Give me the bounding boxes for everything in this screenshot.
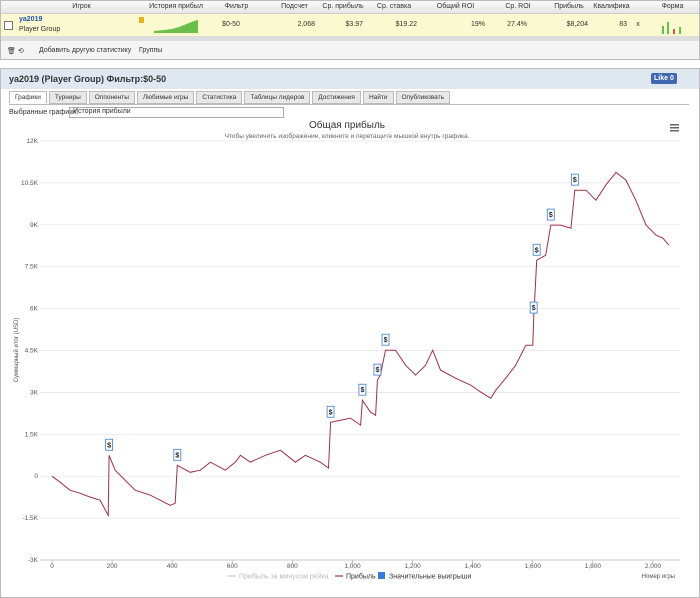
toolbar-icons[interactable]: 🗑 ⟲ xyxy=(7,47,24,55)
select[interactable]: История прибыли xyxy=(69,107,284,118)
column-header[interactable]: Квалифика xyxy=(592,3,631,10)
legend-label[interactable]: Значительные выигрыши xyxy=(389,574,471,581)
legend-label[interactable]: Прибыль за минусом рейка xyxy=(239,573,329,581)
column-header[interactable]: Ср. ставка xyxy=(367,3,421,10)
x-tick-label: 1,800 xyxy=(585,563,602,570)
column-header[interactable]: Ср. ROI xyxy=(490,3,546,10)
y-tick-label: -1.5K xyxy=(22,515,38,522)
cell[interactable]: x xyxy=(634,21,642,28)
flag-label: $ xyxy=(535,247,539,254)
cell: $8,204 xyxy=(546,21,588,28)
cell: $19.22 xyxy=(371,21,417,28)
panel-header: ya2019 (Player Group) Фильтр:$0-50 Like … xyxy=(1,69,699,89)
table-row[interactable]: ya2019 Player Group $0-50 2,068 $3.97 $1… xyxy=(1,14,699,37)
player-name[interactable]: ya2019 xyxy=(19,16,42,23)
chart: Общая прибыль Чтобы увеличить изображени… xyxy=(0,118,700,590)
checkbox[interactable] xyxy=(4,21,13,30)
cell: 83 xyxy=(601,21,627,28)
menu-icon[interactable] xyxy=(670,124,679,132)
chart-subtitle: Чтобы увеличить изображение, кликните и … xyxy=(225,132,470,140)
tab[interactable]: Опубликовать xyxy=(396,91,451,104)
select-value: История прибыли xyxy=(73,108,131,115)
scrollbar[interactable] xyxy=(1,37,699,41)
y-tick-label: 4.5K xyxy=(25,348,39,355)
select-label: Выбранные графики: xyxy=(9,109,78,116)
flag-label: $ xyxy=(107,442,111,449)
column-header[interactable]: Ср. прибыль xyxy=(320,3,366,10)
x-tick-label: 1,000 xyxy=(344,563,361,570)
y-tick-label: 10.5K xyxy=(21,180,39,187)
y-tick-label: 1.5K xyxy=(25,431,39,438)
cell: 2,068 xyxy=(271,21,315,28)
column-header[interactable]: Подсчет xyxy=(270,3,319,10)
player-group: Player Group xyxy=(19,26,60,33)
tab[interactable]: Найти xyxy=(363,91,394,104)
y-axis-title: Суммарный итог (USD) xyxy=(13,318,20,383)
y-tick-label: -3K xyxy=(28,557,39,564)
x-axis-title: Номер игры xyxy=(642,574,675,580)
form-chart xyxy=(659,20,689,34)
flag-label: $ xyxy=(175,452,179,459)
like-button[interactable]: Like 0 xyxy=(651,73,677,84)
column-header[interactable]: Прибыль xyxy=(547,3,591,10)
flag-label: $ xyxy=(375,367,379,374)
flag-label: $ xyxy=(360,387,364,394)
legend-swatch xyxy=(378,572,385,579)
y-tick-label: 9K xyxy=(30,222,39,229)
add-stat-button[interactable]: Добавить другую статистику xyxy=(39,47,131,54)
y-tick-label: 6K xyxy=(30,306,39,313)
cell: 27.4% xyxy=(491,21,527,28)
x-tick-label: 1,400 xyxy=(465,563,482,570)
x-tick-label: 0 xyxy=(50,563,54,570)
cell: 19% xyxy=(441,21,485,28)
cell: $3.97 xyxy=(321,21,363,28)
column-header[interactable]: История прибыл xyxy=(149,3,203,10)
x-tick-label: 400 xyxy=(167,563,178,570)
tab[interactable]: Статистика xyxy=(196,91,242,104)
panel-title: ya2019 (Player Group) Фильтр:$0-50 xyxy=(9,74,166,84)
x-tick-label: 600 xyxy=(227,563,238,570)
x-tick-label: 800 xyxy=(287,563,298,570)
like-count: 0 xyxy=(670,75,674,82)
x-tick-label: 200 xyxy=(107,563,118,570)
tab[interactable]: Графики xyxy=(9,91,47,104)
column-header[interactable]: Форма xyxy=(646,3,699,10)
column-header[interactable]: Игрок xyxy=(15,3,148,10)
tab[interactable]: Турниры xyxy=(49,91,87,104)
x-tick-label: 1,600 xyxy=(525,563,542,570)
y-tick-label: 3K xyxy=(30,389,39,396)
tab[interactable]: Таблицы лидеров xyxy=(244,91,310,104)
tab[interactable]: Оппоненты xyxy=(89,91,135,104)
flag-label: $ xyxy=(329,409,333,416)
tab[interactable]: Любимые игры xyxy=(137,91,194,104)
column-header[interactable]: Общий ROI xyxy=(422,3,489,10)
tab-bar: ГрафикиТурнирыОппонентыЛюбимые игрыСтати… xyxy=(9,91,689,105)
x-tick-label: 1,200 xyxy=(404,563,421,570)
column-header[interactable]: Фильтр xyxy=(204,3,269,10)
cell: $0-50 xyxy=(211,21,251,28)
flag-label: $ xyxy=(549,212,553,219)
stats-panel: ИгрокИстория прибылФильтрПодсчетСр. приб… xyxy=(0,0,700,60)
y-tick-label: 12K xyxy=(26,138,38,145)
profit-line xyxy=(52,172,669,515)
groups-button[interactable]: Группы xyxy=(139,47,162,54)
flag-label: $ xyxy=(384,337,388,344)
y-tick-label: 7.5K xyxy=(25,264,39,271)
sparkline xyxy=(154,17,199,33)
table-header: ИгрокИстория прибылФильтрПодсчетСр. приб… xyxy=(1,1,699,14)
flag-label: $ xyxy=(573,177,577,184)
flag-label: $ xyxy=(532,305,536,312)
y-tick-label: 0 xyxy=(34,473,38,480)
tab[interactable]: Достижения xyxy=(312,91,361,104)
like-text: Like xyxy=(654,75,668,82)
icon xyxy=(139,17,144,23)
legend-label[interactable]: Прибыль xyxy=(346,573,376,581)
x-tick-label: 2,000 xyxy=(645,563,662,570)
chart-title: Общая прибыль xyxy=(309,119,385,131)
